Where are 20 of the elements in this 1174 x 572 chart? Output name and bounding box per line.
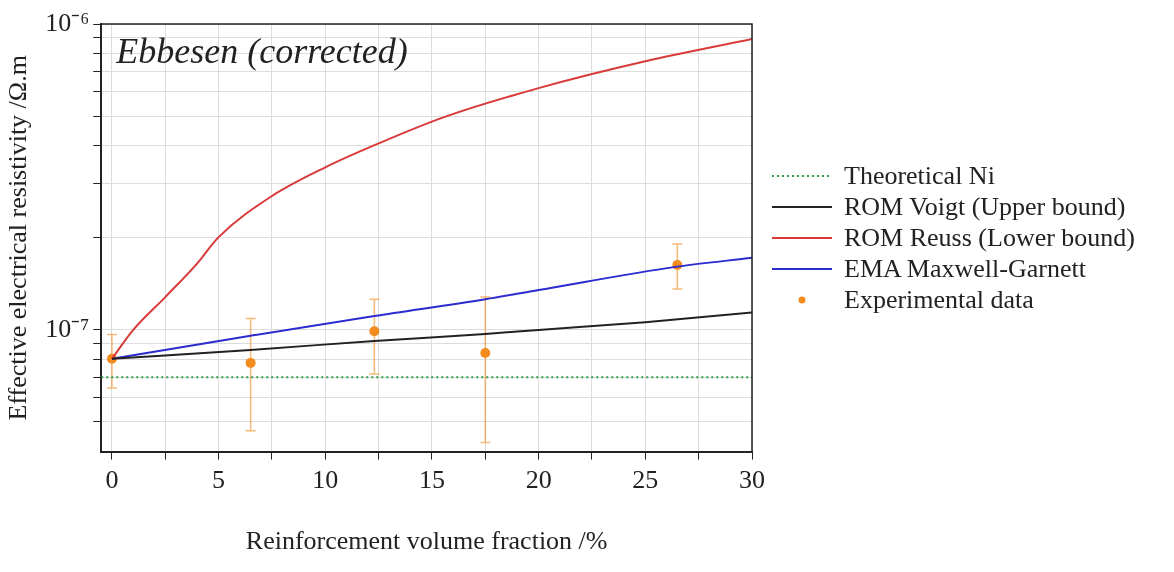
y-tick-label: 10⁻⁷ xyxy=(45,313,90,343)
y-tick-label: 10⁻⁶ xyxy=(45,7,90,37)
legend-label: Theoretical Ni xyxy=(844,160,995,191)
legend-label: ROM Reuss (Lower bound) xyxy=(844,222,1136,253)
legend-label: EMA Maxwell-Garnett xyxy=(844,253,1086,284)
x-tick-label: 20 xyxy=(525,465,552,495)
legend-label: ROM Voigt (Upper bound) xyxy=(844,191,1126,222)
x-tick-label: 0 xyxy=(105,465,119,495)
x-tick-label: 25 xyxy=(632,465,659,495)
legend-label: Experimental data xyxy=(844,284,1034,315)
point xyxy=(245,357,256,368)
y-axis-title: Effective electrical resistivity /Ω.m xyxy=(3,55,33,421)
point xyxy=(480,348,491,359)
chart-title: Ebbesen (corrected) xyxy=(115,31,408,72)
x-tick-label: 10 xyxy=(312,465,339,495)
x-tick-label: 15 xyxy=(418,465,445,495)
point xyxy=(369,326,380,337)
x-tick-label: 30 xyxy=(739,465,765,495)
x-axis-title: Reinforcement volume fraction /% xyxy=(245,526,608,556)
x-tick-label: 5 xyxy=(212,465,226,495)
